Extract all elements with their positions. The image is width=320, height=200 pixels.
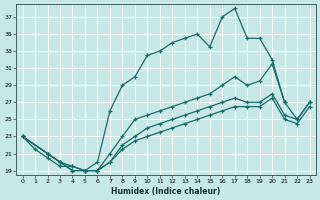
- X-axis label: Humidex (Indice chaleur): Humidex (Indice chaleur): [111, 187, 221, 196]
